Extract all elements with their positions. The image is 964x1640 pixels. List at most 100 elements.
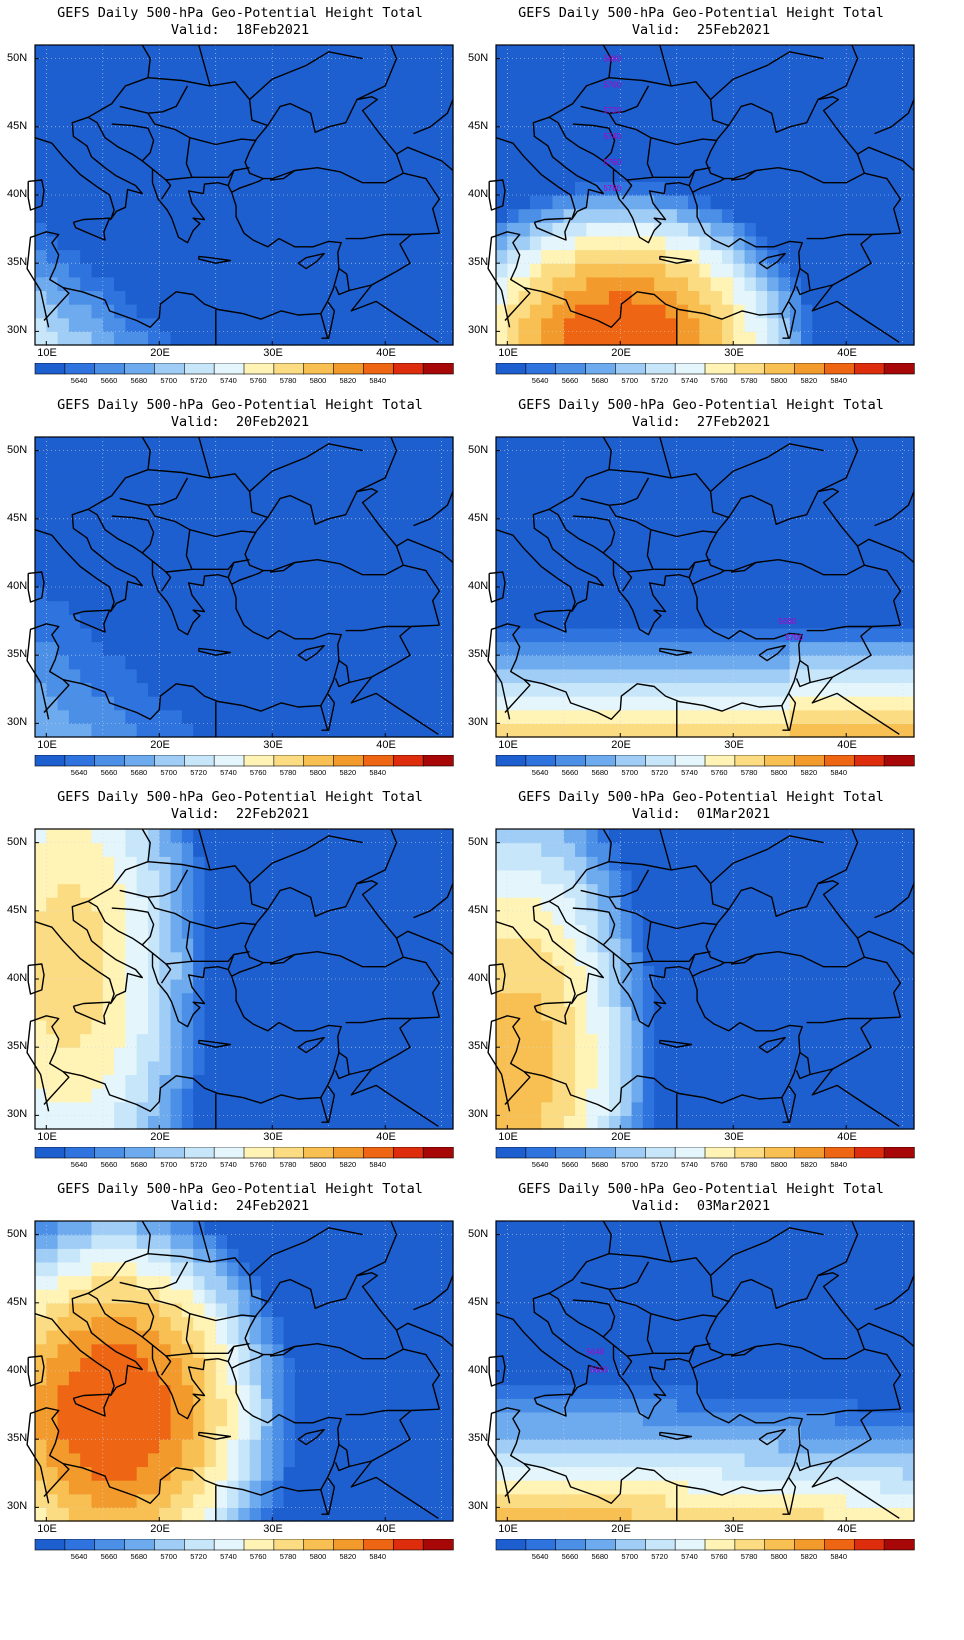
field-cell <box>699 965 712 980</box>
field-cell <box>170 208 183 223</box>
field-cell <box>102 587 115 602</box>
field-cell <box>306 979 319 994</box>
field-cell <box>385 167 398 182</box>
field-cell <box>710 614 723 629</box>
field-cell <box>676 532 689 547</box>
field-cell <box>215 709 228 724</box>
lon-label: 40E <box>376 1131 396 1143</box>
field-cell <box>68 331 81 346</box>
field-cell <box>767 709 780 724</box>
field-cell <box>676 276 689 292</box>
lat-label: 40N <box>468 580 489 592</box>
field-cell <box>665 85 678 101</box>
field-cell <box>249 72 262 87</box>
field-cell <box>710 1060 723 1076</box>
map-canvas <box>26 828 454 1130</box>
field-cell <box>396 546 409 561</box>
field-cell <box>68 491 81 506</box>
field-cell <box>215 1033 228 1048</box>
field-cell <box>733 249 746 264</box>
field-cell <box>430 263 443 278</box>
field-cell <box>125 181 138 196</box>
field-cell <box>676 491 689 506</box>
field-cell <box>91 992 104 1007</box>
field-cell <box>249 910 262 926</box>
field-cell <box>204 290 217 305</box>
field-cell <box>744 181 757 196</box>
field-cell <box>227 437 239 452</box>
field-cell <box>294 477 307 493</box>
field-cell <box>136 1019 149 1035</box>
field-cell <box>227 641 239 656</box>
field-cell <box>170 1074 183 1089</box>
field-cell <box>665 883 678 898</box>
coastline <box>758 252 786 270</box>
field-cell <box>642 1101 655 1116</box>
field-cell <box>857 45 870 60</box>
field-cell <box>552 1006 565 1021</box>
field-cell <box>834 723 847 738</box>
field-cell <box>136 668 149 684</box>
field-cell <box>665 249 678 264</box>
field-cell <box>80 641 93 656</box>
field-cell <box>170 263 183 278</box>
field-cell <box>699 1033 712 1048</box>
field-cell <box>608 126 621 142</box>
field-cell <box>373 979 386 994</box>
field-cell <box>597 897 610 912</box>
field-cell <box>642 195 655 210</box>
field-cell <box>733 723 746 738</box>
field-cell <box>159 1115 172 1130</box>
colorbar-swatch <box>525 755 557 767</box>
field-cell <box>812 249 825 264</box>
field-cell <box>340 1006 352 1021</box>
field-cell <box>608 951 621 966</box>
field-cell <box>631 938 644 953</box>
field-cell <box>272 167 285 182</box>
field-cell <box>351 263 364 278</box>
colorbar-swatch <box>94 755 126 767</box>
field-cell <box>340 263 352 278</box>
field-cell <box>351 58 364 73</box>
field-cell <box>181 614 194 629</box>
field-cell <box>710 505 723 520</box>
colorbar-swatch <box>585 363 617 375</box>
field-cell <box>215 505 228 520</box>
field-cell <box>586 668 599 684</box>
field-cell <box>631 573 644 588</box>
field-cell <box>80 331 93 346</box>
field-cell <box>642 709 655 724</box>
field-cell <box>642 154 655 169</box>
field-cell <box>283 290 296 305</box>
field-cell <box>80 979 93 994</box>
field-cell <box>362 1033 375 1048</box>
field-cell <box>891 614 904 629</box>
field-cell <box>204 883 217 898</box>
field-cell <box>181 263 194 278</box>
field-cell <box>608 1006 621 1021</box>
field-cell <box>507 965 520 980</box>
field-cell <box>283 587 296 602</box>
field-cell <box>193 1074 206 1089</box>
field-cell <box>396 45 409 60</box>
field-cell <box>430 72 443 87</box>
field-cell <box>159 276 172 292</box>
field-cell <box>642 600 655 615</box>
field-cell <box>317 450 330 465</box>
field-cell <box>294 829 307 844</box>
field-cell <box>631 1006 644 1021</box>
field-cell <box>204 99 217 114</box>
field-cell <box>317 72 330 87</box>
field-cell <box>373 1060 386 1076</box>
field-cell <box>857 587 870 602</box>
field-cell <box>227 614 239 629</box>
field-cell <box>283 1074 296 1089</box>
field-cell <box>868 58 881 73</box>
field-cell <box>181 518 194 534</box>
field-cell <box>136 505 149 520</box>
coastline <box>688 562 696 578</box>
field-cell <box>518 1101 531 1116</box>
field-cell <box>710 587 723 602</box>
field-cell <box>385 235 398 251</box>
field-cell <box>46 276 59 292</box>
